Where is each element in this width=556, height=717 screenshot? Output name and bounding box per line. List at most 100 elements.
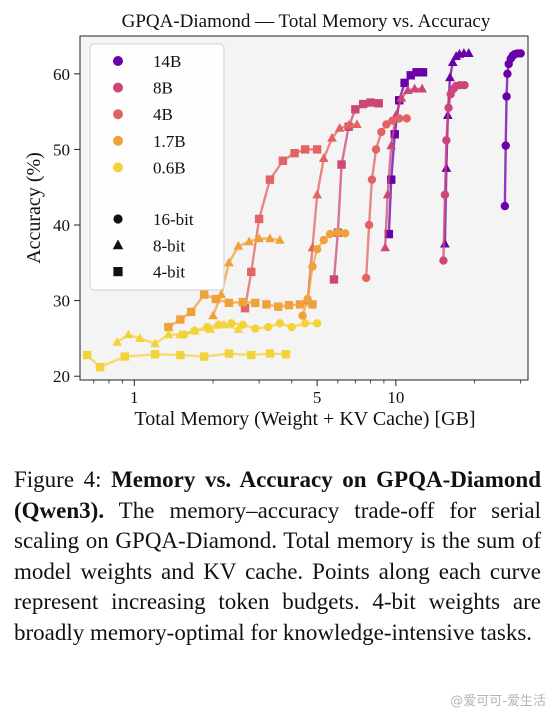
data-point [442, 136, 451, 145]
x-axis-label: Total Memory (Weight + KV Cache) [GB] [134, 408, 475, 430]
figure-caption: Figure 4: Memory vs. Accuracy on GPQA-Di… [14, 465, 541, 648]
x-tick-label: 10 [387, 388, 404, 407]
data-point [374, 99, 383, 108]
data-point [371, 145, 381, 154]
legend-marker-4B [113, 109, 123, 120]
data-point [364, 220, 374, 230]
data-point [224, 298, 234, 308]
data-point [300, 319, 310, 328]
data-point [284, 300, 294, 310]
data-point [380, 242, 390, 252]
data-point [319, 235, 328, 245]
data-point [439, 256, 448, 265]
legend-label-8B: 8B [153, 79, 173, 98]
series-4B-16-bit [361, 114, 411, 283]
data-point [358, 99, 368, 109]
data-point [361, 273, 371, 283]
data-point [406, 71, 415, 80]
data-point [176, 350, 185, 360]
legend-marker-8-bit [112, 239, 124, 250]
data-point [262, 300, 271, 309]
data-point [312, 319, 322, 328]
data-point [382, 120, 391, 129]
data-point [251, 298, 260, 308]
data-point [275, 319, 285, 328]
data-series [82, 48, 525, 372]
data-point [233, 240, 244, 250]
data-point [351, 105, 360, 114]
data-point [224, 257, 234, 267]
data-point [300, 145, 310, 154]
data-point [287, 322, 296, 332]
series-8B-16-bit [439, 80, 469, 265]
data-point [318, 153, 329, 163]
data-point [290, 148, 299, 158]
series-1.7B-4-bit [262, 300, 317, 311]
data-point [387, 175, 396, 184]
data-point [384, 229, 394, 239]
data-point [312, 145, 322, 154]
watermark-text: @爱可可-爱生活 [450, 694, 546, 709]
data-point [390, 130, 399, 139]
data-point [247, 267, 256, 277]
legend-label-4-bit: 4-bit [153, 263, 185, 282]
series-0.6B-4-bit [82, 349, 291, 372]
data-point [199, 352, 209, 361]
data-point [233, 324, 244, 333]
y-tick-label: 40 [53, 216, 70, 235]
data-point [418, 68, 428, 77]
data-point [382, 189, 393, 199]
data-point [325, 229, 335, 239]
data-point [263, 322, 273, 332]
data-point [238, 297, 248, 307]
data-point [417, 83, 427, 93]
data-point [281, 350, 291, 359]
data-point [447, 57, 458, 67]
y-tick-label: 30 [53, 292, 70, 311]
data-point [254, 214, 264, 224]
data-point [219, 319, 229, 329]
data-point [327, 132, 337, 142]
series-0.6B-8-bit [112, 319, 244, 348]
data-point [308, 262, 317, 271]
data-point [463, 48, 474, 57]
data-point [400, 78, 409, 88]
data-point [409, 83, 420, 93]
data-point [402, 114, 411, 123]
data-point [251, 324, 260, 333]
data-point [150, 350, 160, 359]
data-point [199, 290, 209, 299]
legend-marker-1.7B [113, 135, 123, 146]
data-point [211, 294, 221, 304]
legend-label-14B: 14B [153, 52, 181, 71]
legend-marker-0.6B [113, 162, 123, 173]
data-point [205, 324, 215, 333]
y-tick-label: 50 [53, 140, 70, 159]
data-point [265, 349, 275, 358]
data-point [445, 72, 455, 82]
chart-title: GPQA-Diamond — Total Memory vs. Accuracy [122, 11, 491, 32]
data-point [312, 189, 322, 199]
data-point [444, 103, 453, 113]
data-point [112, 336, 123, 346]
data-point [265, 233, 275, 243]
data-point [501, 141, 510, 150]
data-point [189, 325, 200, 335]
data-point [295, 300, 305, 309]
chart-figure: GPQA-Diamond — Total Memory vs. Accuracy… [23, 11, 529, 430]
data-point [367, 175, 377, 184]
data-point [135, 333, 145, 342]
legend-label-1.7B: 1.7B [153, 132, 186, 151]
data-point [95, 362, 105, 372]
data-point [502, 92, 511, 101]
legend-box [89, 43, 225, 291]
data-point [82, 350, 92, 360]
data-point [308, 300, 317, 309]
data-point [352, 119, 362, 129]
data-point [224, 349, 234, 358]
y-tick-label: 20 [53, 367, 70, 386]
caption-title: Memory vs. Accuracy on GPQA-Diamond (Qwe… [14, 467, 541, 523]
data-point [176, 315, 185, 324]
data-point [123, 329, 134, 339]
legend-marker-16-bit [113, 214, 123, 224]
